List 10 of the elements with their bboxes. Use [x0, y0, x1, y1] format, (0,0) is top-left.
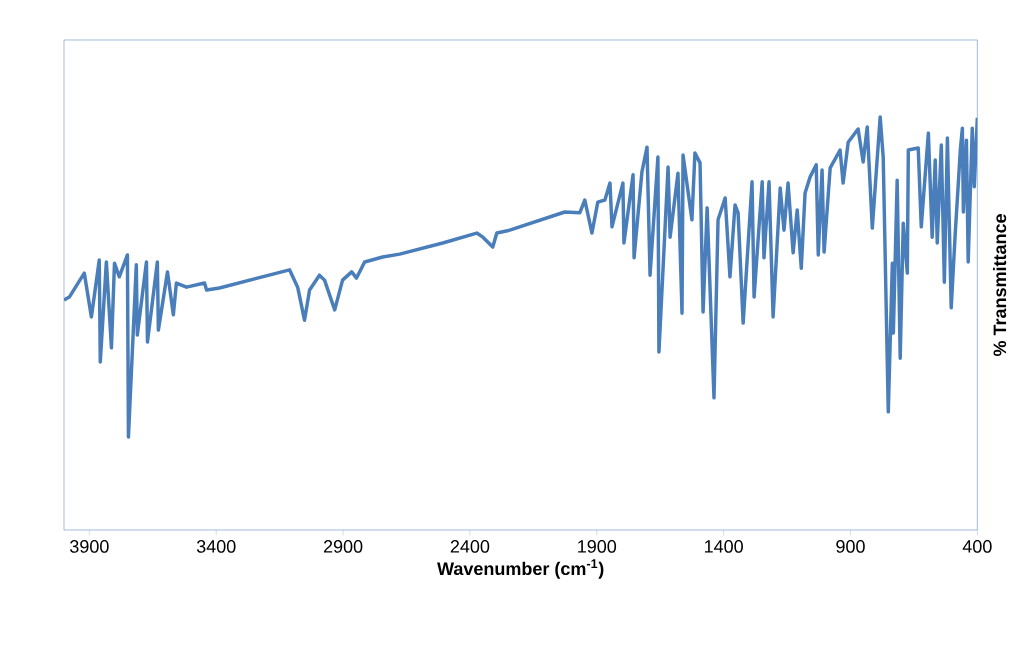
- x-tick-label: 900: [836, 540, 865, 553]
- x-tick-label: 1400: [704, 540, 743, 553]
- x-tick-label: 2400: [450, 540, 490, 553]
- x-tick-label: 3900: [70, 540, 109, 553]
- x-tick-label: 3400: [196, 540, 236, 553]
- x-axis-title: Wavenumber (cm$^{-1}$): [437, 559, 604, 579]
- x-tick-label: 2900: [323, 540, 363, 553]
- y-axis-title: % Transmittance: [992, 214, 1007, 357]
- x-tick-label: 400: [962, 540, 992, 553]
- x-tick-label: 1900: [578, 540, 617, 553]
